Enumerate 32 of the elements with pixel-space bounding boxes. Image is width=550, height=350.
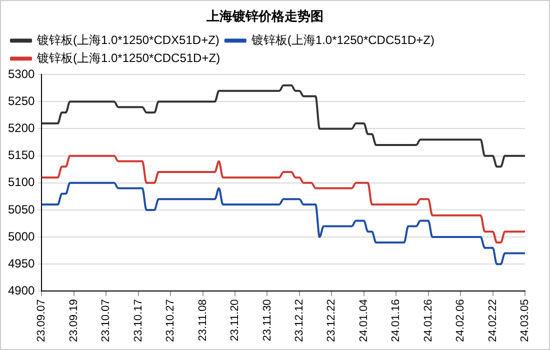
x-tick-label: 23.11.08 [196,299,209,342]
x-tick-label: 23.10.27 [164,299,177,342]
legend-label: 镀锌板(上海1.0*1250*CDX51D+Z) [36,32,220,47]
x-tick-label: 23.09.19 [68,299,80,342]
x-tick-label: 24.02.06 [454,299,467,342]
y-tick-label: 5150 [8,148,36,162]
chart-title: 上海镀锌价格走势图 [206,8,324,24]
x-tick-label: 23.11.20 [229,299,242,342]
x-tick-label: 23.09.07 [36,299,48,342]
y-tick-label: 5050 [8,202,36,216]
x-tick-label: 24.03.05 [519,299,532,342]
x-tick-label: 24.01.16 [390,299,402,342]
y-tick-label: 5000 [8,229,36,244]
x-tick-label: 23.10.17 [132,299,144,342]
line-series [40,154,526,244]
y-tick-label: 4950 [8,256,36,270]
y-tick-label: 5300 [8,66,36,81]
x-tick-label: 23.12.22 [326,299,338,342]
line-series [40,182,526,266]
x-tick-label: 24.02.22 [486,299,499,342]
x-tick-label: 24.01.26 [422,299,434,342]
x-tick-label: 23.12.12 [293,299,306,342]
legend-label: 镀锌板(上海1.0*1250*CDC51D+Z) [36,50,220,65]
legend-label: 镀锌板(上海1.0*1250*CDC51D+Z) [250,32,434,47]
line-series [40,84,526,168]
y-tick-label: 5250 [8,94,36,108]
y-tick-label: 5100 [8,175,36,190]
x-tick-label: 24.01.04 [358,299,370,342]
y-tick-label: 5200 [8,121,36,136]
y-tick-label: 4900 [8,283,36,298]
x-tick-label: 23.11.30 [261,299,274,342]
x-tick-label: 23.10.07 [100,299,112,342]
